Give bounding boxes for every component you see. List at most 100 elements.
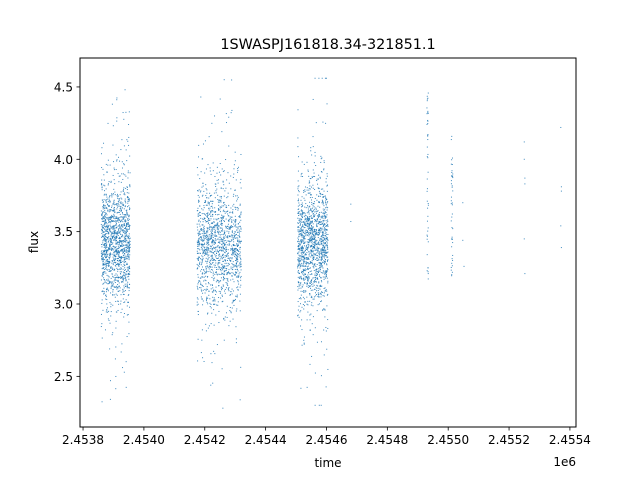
data-point — [239, 242, 241, 244]
data-point — [308, 253, 310, 255]
data-point — [220, 297, 222, 299]
data-point — [224, 270, 226, 272]
data-point — [322, 244, 324, 246]
data-point — [231, 109, 233, 111]
data-point — [325, 215, 327, 217]
data-point — [224, 252, 226, 254]
data-point — [299, 243, 301, 245]
data-point — [224, 262, 226, 264]
data-point — [227, 255, 229, 257]
data-point — [108, 226, 110, 228]
data-point — [317, 268, 319, 270]
data-point — [113, 217, 115, 219]
data-point — [110, 222, 112, 224]
data-point — [124, 231, 126, 233]
data-point — [213, 297, 215, 299]
data-point — [116, 231, 118, 233]
data-point — [207, 327, 209, 329]
data-point — [321, 258, 323, 260]
data-point — [112, 275, 114, 277]
data-point — [300, 227, 302, 229]
data-point — [106, 289, 108, 291]
data-point — [220, 280, 222, 282]
data-point — [462, 202, 464, 204]
data-point — [319, 176, 321, 178]
data-point — [115, 216, 117, 218]
data-point — [222, 407, 224, 409]
data-point — [326, 237, 328, 239]
data-point — [236, 261, 238, 263]
data-point — [316, 219, 318, 221]
data-point — [123, 250, 125, 252]
data-point — [210, 245, 212, 247]
data-point — [203, 360, 205, 362]
data-point — [122, 276, 124, 278]
data-point — [310, 194, 312, 196]
data-point — [117, 173, 119, 175]
data-point — [107, 262, 109, 264]
data-point — [109, 210, 111, 212]
data-point — [111, 206, 113, 208]
data-point — [300, 175, 302, 177]
data-point — [197, 283, 199, 285]
data-point — [303, 251, 305, 253]
data-point — [305, 223, 307, 225]
data-point — [216, 280, 218, 282]
data-point — [207, 253, 209, 255]
data-point — [301, 210, 303, 212]
data-point — [321, 272, 323, 274]
data-point — [209, 262, 211, 264]
data-point — [325, 255, 327, 257]
data-point — [325, 386, 327, 388]
data-point — [223, 170, 225, 172]
data-point — [320, 284, 322, 286]
data-point — [214, 258, 216, 260]
data-point — [235, 310, 237, 312]
data-point — [323, 219, 325, 221]
data-point — [197, 265, 199, 267]
data-point — [310, 256, 312, 258]
data-point — [122, 274, 124, 276]
data-point — [120, 220, 122, 222]
data-point — [123, 302, 125, 304]
data-point — [108, 258, 110, 260]
data-point — [297, 226, 299, 227]
data-point — [324, 249, 326, 251]
data-point — [317, 215, 319, 217]
data-point — [298, 244, 300, 246]
data-point — [303, 256, 305, 258]
data-point — [118, 285, 120, 287]
data-point — [231, 211, 233, 213]
data-point — [304, 233, 306, 235]
data-point — [236, 257, 238, 259]
data-point — [298, 284, 300, 286]
data-point — [319, 275, 321, 277]
data-point — [212, 210, 214, 212]
data-point — [201, 259, 203, 261]
data-point — [427, 122, 429, 124]
data-point — [316, 239, 318, 241]
data-point — [301, 172, 303, 174]
data-point — [221, 248, 223, 250]
data-point — [197, 281, 199, 283]
data-point — [128, 275, 130, 277]
data-point — [115, 224, 117, 225]
data-point — [308, 182, 310, 184]
data-point — [104, 226, 106, 228]
data-point — [231, 258, 233, 260]
data-point — [124, 252, 126, 254]
data-point — [297, 267, 299, 269]
data-point — [427, 241, 429, 243]
data-point — [200, 296, 202, 298]
y-axis-ticks: 2.53.03.54.04.5 — [54, 80, 80, 384]
data-point — [235, 226, 237, 228]
data-point — [307, 300, 309, 302]
data-point — [300, 230, 302, 232]
data-point — [327, 282, 329, 284]
data-point — [117, 256, 119, 258]
data-point — [208, 227, 210, 229]
data-point — [313, 267, 315, 269]
data-point — [318, 178, 320, 180]
data-point — [125, 386, 127, 388]
data-point — [311, 238, 313, 240]
